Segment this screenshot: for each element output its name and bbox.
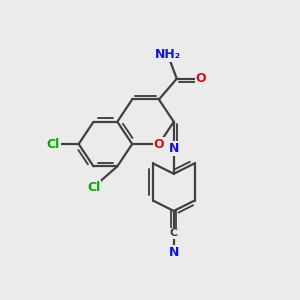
Text: Cl: Cl (87, 181, 100, 194)
Text: N: N (169, 142, 179, 155)
Text: O: O (195, 72, 206, 85)
Text: O: O (154, 138, 164, 151)
Text: NH₂: NH₂ (155, 48, 181, 62)
Text: Cl: Cl (47, 138, 60, 151)
Text: C: C (170, 228, 178, 238)
Text: N: N (169, 246, 179, 259)
